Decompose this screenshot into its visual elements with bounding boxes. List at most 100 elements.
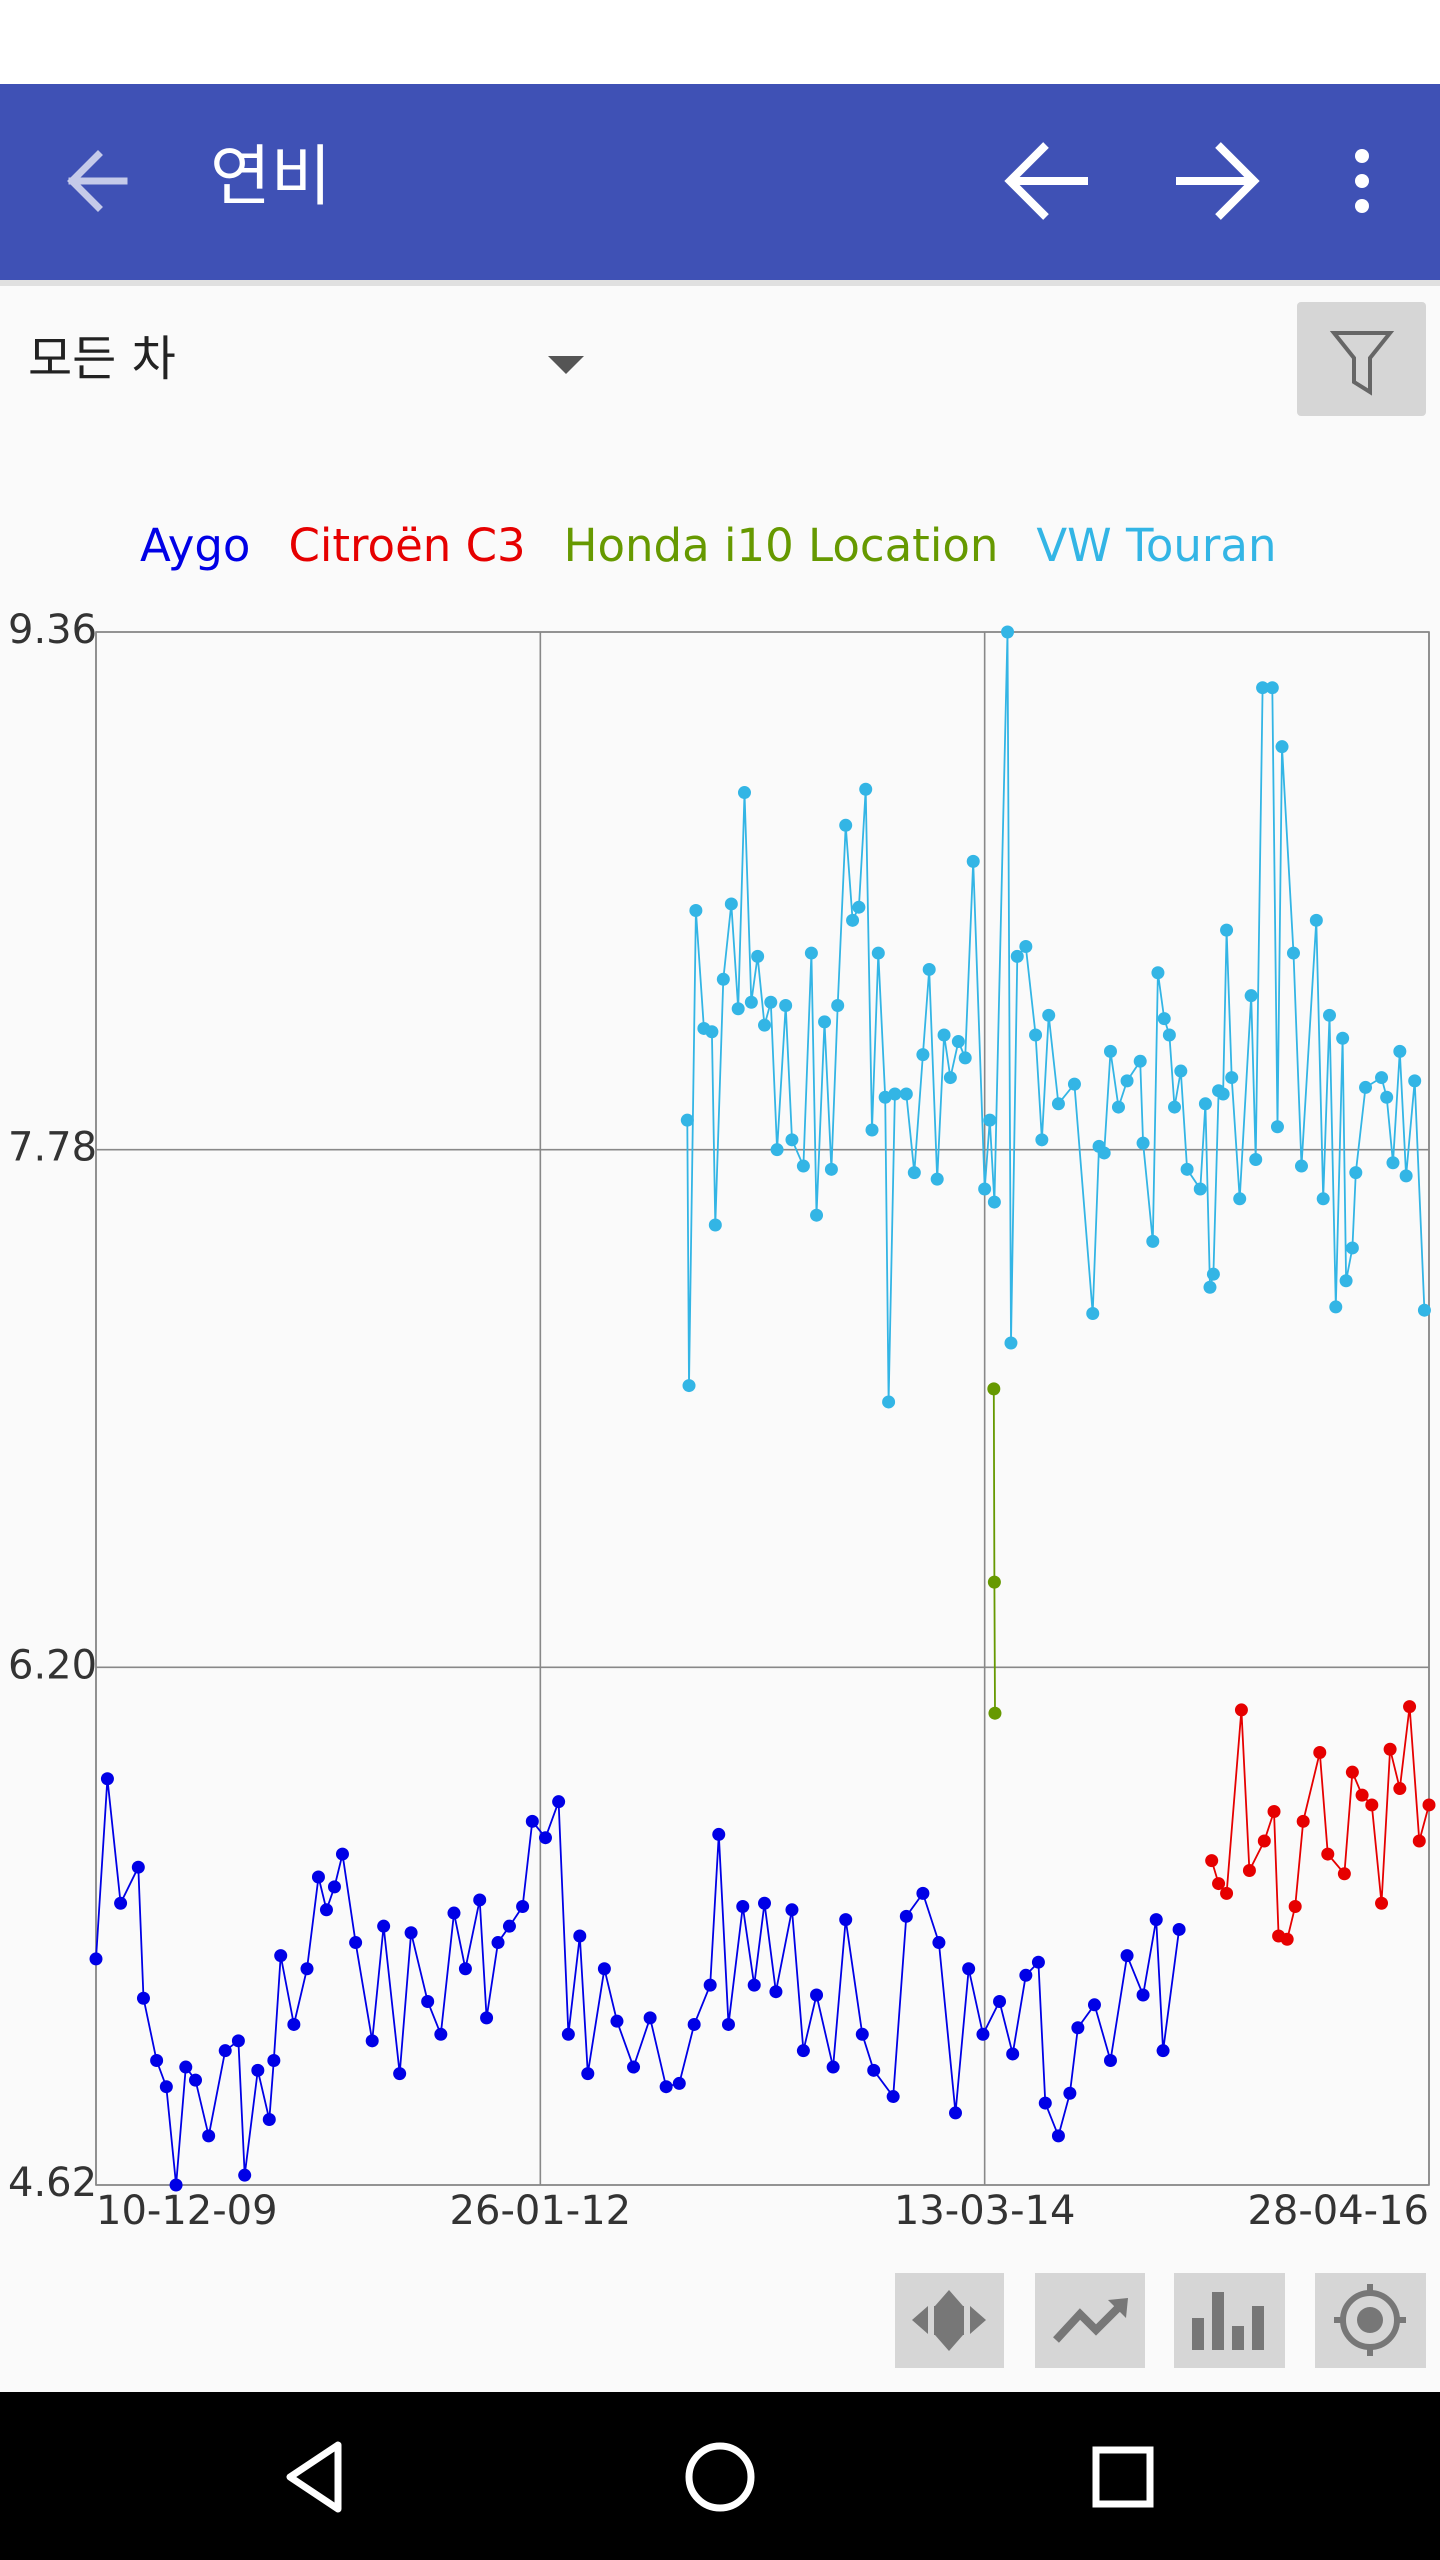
data-point <box>365 2034 379 2048</box>
data-point <box>114 1896 128 1910</box>
data-point <box>826 2060 840 2074</box>
data-point <box>1233 1192 1247 1206</box>
data-point <box>1365 1798 1379 1812</box>
data-point <box>852 900 866 914</box>
data-point <box>1316 1192 1330 1206</box>
data-point <box>1375 1896 1389 1910</box>
data-point <box>1103 1044 1117 1058</box>
data-point <box>689 903 703 917</box>
data-point <box>1322 1008 1336 1022</box>
y-tick-label: 6.20 <box>8 1642 97 1688</box>
y-tick-label: 4.62 <box>8 2160 97 2206</box>
data-point <box>1393 1044 1407 1058</box>
data-point <box>1212 1877 1226 1891</box>
nav-recents[interactable] <box>1092 2446 1154 2508</box>
data-point <box>882 1395 896 1409</box>
back-button[interactable] <box>67 150 128 212</box>
pan-button[interactable] <box>895 2273 1004 2368</box>
data-point <box>377 1919 391 1933</box>
data-point <box>796 1159 810 1173</box>
data-point <box>736 1900 750 1914</box>
chart: 4.62 6.20 7.78 9.36 10-12-09 26-01-12 13-03-14… <box>8 519 1436 2234</box>
data-point <box>202 2129 216 2143</box>
data-point <box>231 2034 245 2048</box>
data-point <box>262 2112 276 2126</box>
car-dropdown[interactable]: 모든 차 <box>28 331 584 387</box>
data-point <box>1417 1303 1431 1317</box>
nav-back[interactable] <box>286 2441 342 2513</box>
data-point <box>100 1772 114 1786</box>
overflow-menu[interactable] <box>1355 149 1369 213</box>
plot-border <box>95 631 1430 2186</box>
data-point <box>824 1162 838 1176</box>
nav-home[interactable] <box>685 2442 755 2512</box>
data-point <box>1336 1031 1350 1045</box>
data-point <box>958 1051 972 1065</box>
data-point <box>131 1860 145 1874</box>
data-point <box>680 1113 694 1127</box>
data-point <box>421 1995 435 2009</box>
data-point <box>1345 1241 1359 1255</box>
data-point <box>916 1886 930 1900</box>
bar-mode-button[interactable] <box>1174 2273 1285 2368</box>
data-point <box>687 2017 701 2031</box>
data-point <box>993 1995 1007 2009</box>
dropdown-value[interactable]: 모든 차 <box>28 331 176 387</box>
data-point <box>1063 2086 1077 2100</box>
data-point <box>1355 1788 1369 1802</box>
data-point <box>238 2168 252 2182</box>
series-line <box>95 1778 1180 2186</box>
data-point <box>1265 681 1279 695</box>
data-point <box>867 2063 881 2077</box>
data-point <box>810 1988 824 2002</box>
data-point <box>1051 1097 1065 1111</box>
line-mode-button[interactable] <box>1035 2273 1145 2368</box>
data-point <box>810 1208 824 1222</box>
data-point <box>1288 1900 1302 1914</box>
data-point <box>831 999 845 1013</box>
data-point <box>943 1071 957 1085</box>
x-tick-label: 26-01-12 <box>450 2188 632 2234</box>
data-point <box>796 2044 810 2058</box>
data-point <box>327 1880 341 1894</box>
data-point <box>1386 1156 1400 1170</box>
data-point <box>1244 989 1258 1003</box>
data-point <box>1001 625 1015 639</box>
data-point <box>871 946 885 960</box>
data-point <box>705 1025 719 1039</box>
data-point <box>1408 1074 1422 1088</box>
data-point <box>708 1218 722 1232</box>
data-point <box>150 2053 164 2067</box>
legend-entry: Aygo <box>140 519 250 572</box>
data-point <box>770 1143 784 1157</box>
data-point <box>1006 2047 1020 2061</box>
data-point <box>744 995 758 1009</box>
data-point <box>502 1919 516 1933</box>
data-point <box>581 2067 595 2081</box>
data-point <box>672 2076 686 2090</box>
data-point <box>189 2073 203 2087</box>
data-point <box>1156 2044 1170 2058</box>
center-button[interactable] <box>1315 2273 1426 2368</box>
data-point <box>1313 1746 1327 1760</box>
x-tick-label: 13-03-14 <box>894 2188 1076 2234</box>
data-point <box>1151 966 1165 980</box>
data-point <box>922 962 936 976</box>
data-point <box>1380 1090 1394 1104</box>
data-point <box>169 2178 183 2192</box>
data-point <box>1136 1136 1150 1150</box>
data-point <box>932 1936 946 1950</box>
filter-button[interactable] <box>1297 302 1426 416</box>
data-point <box>1157 1012 1171 1026</box>
data-point <box>1203 1280 1217 1294</box>
data-point <box>300 1962 314 1976</box>
data-point <box>1220 923 1234 937</box>
next-button[interactable] <box>1176 142 1260 220</box>
previous-button[interactable] <box>1004 142 1088 220</box>
data-point <box>1242 1863 1256 1877</box>
data-point <box>988 1706 1002 1720</box>
data-point <box>1097 1146 1111 1160</box>
data-point <box>916 1048 930 1062</box>
data-point <box>859 782 873 796</box>
